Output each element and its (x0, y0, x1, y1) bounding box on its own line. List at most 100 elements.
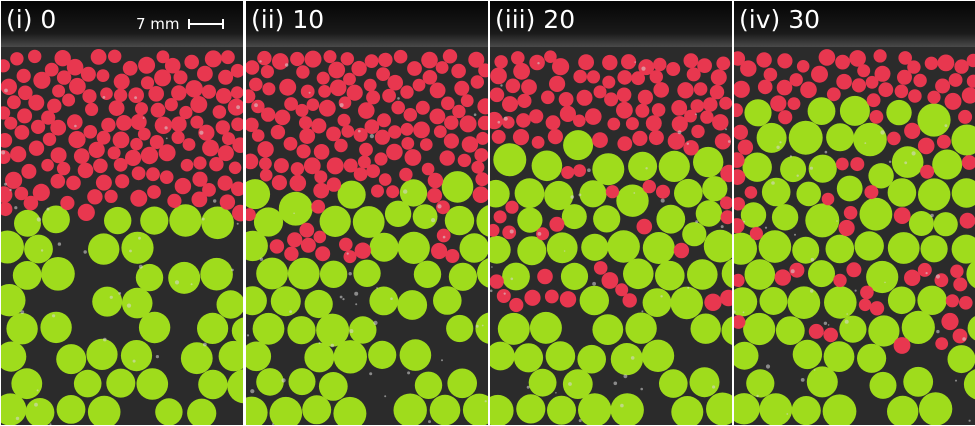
large-particle (746, 369, 775, 398)
bright-speck (935, 274, 940, 279)
small-particle (274, 109, 291, 126)
large-particle (891, 146, 924, 178)
small-particle (374, 152, 388, 166)
large-particle (689, 367, 720, 398)
small-particle (950, 264, 964, 278)
bright-speck (720, 225, 724, 229)
small-particle (80, 66, 96, 82)
small-particle (924, 56, 939, 70)
large-particle (517, 207, 543, 233)
large-particle (579, 180, 607, 208)
large-particle (932, 149, 963, 180)
large-particle (908, 211, 934, 236)
small-particle (475, 172, 488, 187)
small-particle (549, 75, 566, 92)
bright-speck (201, 217, 205, 221)
bright-speck (695, 220, 699, 224)
bright-speck (390, 297, 393, 301)
bright-speck (431, 218, 436, 223)
small-particle (468, 51, 485, 68)
large-particle (671, 396, 704, 425)
large-particle (368, 340, 397, 369)
small-particle (907, 60, 921, 74)
large-particle (531, 150, 563, 182)
small-particle (776, 79, 793, 96)
small-particle (303, 157, 321, 175)
small-particle (821, 192, 835, 206)
small-particle (289, 174, 307, 192)
large-particle (592, 314, 624, 345)
large-particle (963, 369, 975, 400)
small-particle (62, 93, 76, 107)
small-particle (193, 156, 207, 170)
small-particle (33, 71, 51, 89)
small-particle (451, 63, 466, 79)
small-particle (959, 212, 975, 229)
small-particle (386, 185, 400, 199)
large-particle (516, 394, 546, 424)
bright-speck (810, 257, 815, 262)
small-particle (150, 102, 166, 118)
small-particle (171, 116, 187, 132)
small-particle (279, 78, 297, 96)
small-particle (893, 337, 911, 354)
small-particle (472, 186, 488, 203)
bright-speck (36, 217, 42, 222)
small-particle (16, 68, 31, 83)
small-particle (191, 191, 208, 208)
large-particle (393, 393, 427, 425)
large-particle (412, 204, 438, 230)
small-particle (846, 262, 862, 278)
small-particle (476, 131, 488, 145)
large-particle (87, 395, 121, 425)
bright-speck (397, 97, 400, 100)
bright-speck (52, 314, 56, 318)
bright-speck (484, 400, 487, 403)
small-particle (441, 96, 455, 111)
large-particle (502, 262, 530, 291)
small-particle (315, 246, 331, 262)
bright-speck (46, 207, 50, 211)
bright-speck (384, 395, 387, 398)
panel-iv: (iv) 30 (734, 1, 975, 425)
small-particle (740, 60, 757, 77)
small-particle (171, 130, 185, 144)
small-particle (30, 119, 46, 134)
bright-speck (190, 283, 193, 286)
large-particle (121, 231, 154, 264)
small-particle (490, 111, 503, 130)
large-particle (528, 368, 557, 397)
large-particle (14, 209, 41, 237)
small-particle (617, 70, 632, 85)
small-particle (73, 148, 90, 164)
small-particle (184, 54, 199, 70)
bright-speck (348, 272, 352, 276)
small-particle (860, 285, 874, 300)
large-particle (477, 258, 488, 288)
small-particle (202, 139, 219, 157)
large-particle (433, 286, 462, 315)
small-particle (796, 60, 810, 73)
small-particle (371, 184, 384, 198)
small-particle (544, 289, 559, 304)
small-particle (311, 199, 326, 214)
large-particle (887, 286, 916, 315)
large-particle (951, 124, 975, 156)
small-particle (858, 298, 872, 312)
bright-speck (634, 61, 636, 63)
large-particle (246, 396, 268, 425)
large-particle (304, 289, 333, 319)
small-particle (415, 100, 430, 115)
bright-speck (254, 103, 258, 108)
large-particle (756, 122, 787, 153)
bright-speck (888, 160, 892, 163)
small-particle (558, 92, 574, 107)
small-particle (850, 157, 865, 172)
small-particle (429, 82, 446, 99)
large-particle (444, 205, 475, 236)
small-particle (897, 69, 912, 85)
small-particle (400, 85, 414, 99)
large-particle (839, 95, 870, 126)
bright-speck (74, 124, 77, 128)
small-particle (700, 110, 714, 124)
